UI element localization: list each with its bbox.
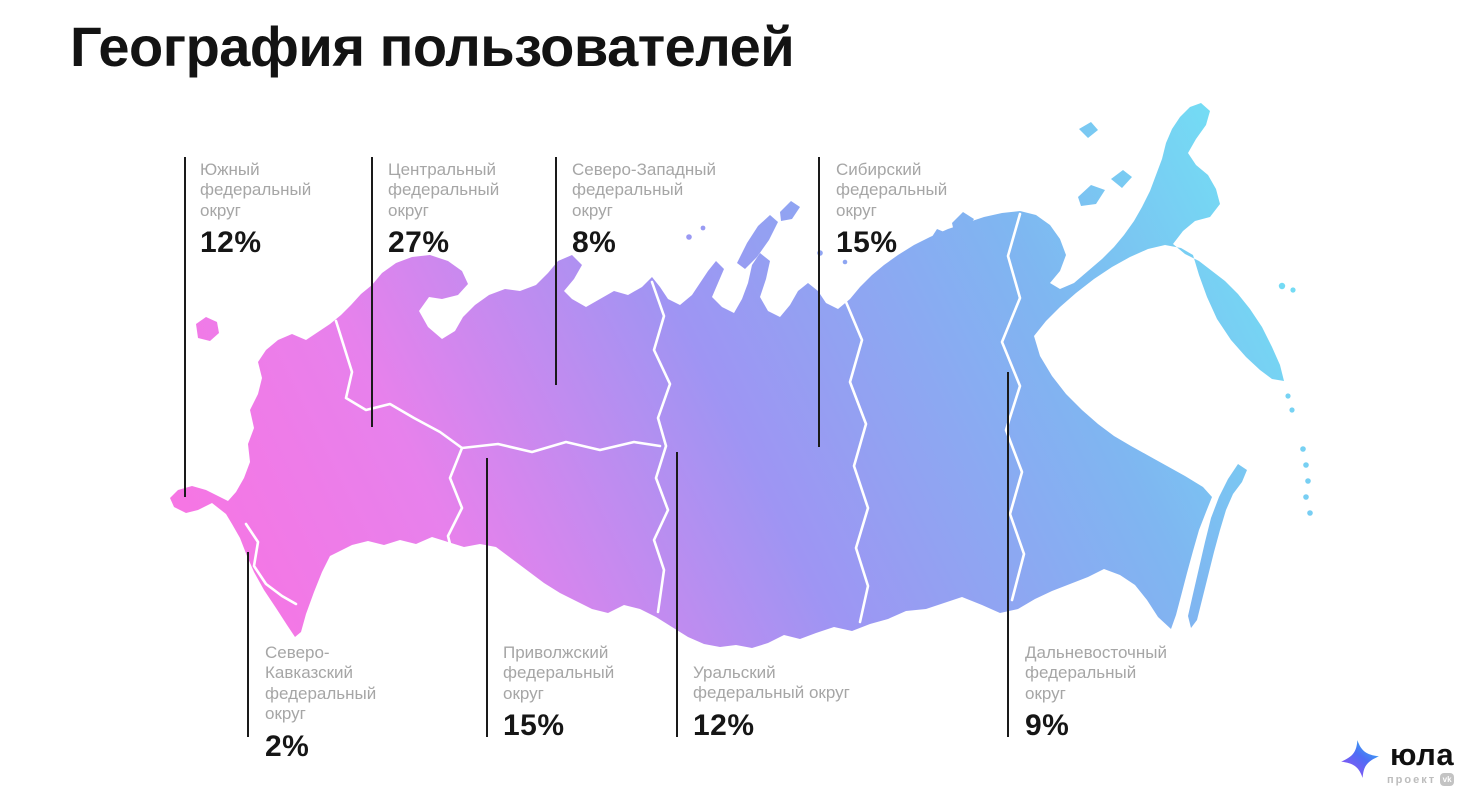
island-severnaya-zemlya-2	[952, 212, 974, 232]
district-name: Центральный федеральный округ	[388, 160, 500, 220]
district-value: 2%	[265, 729, 310, 763]
district-name: Южный федеральный округ	[200, 160, 312, 220]
island-kuril	[1289, 407, 1295, 413]
island-kaliningrad	[196, 317, 219, 341]
district-name: Приволжский федеральный округ	[503, 643, 615, 703]
district-value: 15%	[836, 226, 898, 260]
island-arctic-speckle	[842, 259, 848, 265]
district-label-central: Центральный федеральный округ 27%	[388, 160, 536, 260]
island-arctic-speckle	[909, 259, 915, 265]
district-label-sibirsky: Сибирский федеральный округ 15%	[836, 160, 984, 260]
map-landmass	[170, 103, 1313, 648]
district-label-severo-zapadny: Северо-Западный федеральный округ 8%	[572, 160, 722, 260]
district-value: 12%	[200, 226, 262, 260]
border-northwest-central	[334, 319, 464, 450]
district-value: 12%	[693, 708, 755, 742]
island-new-siberian	[1078, 185, 1105, 206]
yula-logo: юла проект vk	[1340, 737, 1455, 786]
island-kuril	[1303, 462, 1309, 468]
district-value: 27%	[388, 226, 450, 260]
island-novaya-zemlya	[737, 215, 778, 269]
island-novaya-zemlya-north	[780, 201, 800, 221]
district-label-uralsky: Уральский федеральный округ 12%	[693, 663, 865, 743]
russia-mainland	[170, 103, 1284, 648]
island-commander-2	[1290, 287, 1296, 293]
island-wrangel	[1079, 122, 1098, 138]
district-label-privolzhsky: Приволжский федеральный округ 15%	[503, 643, 643, 743]
island-kuril	[1305, 478, 1311, 484]
page-title: География пользователей	[70, 15, 795, 78]
district-label-severo-kavkazsky: Северо-Кавказский федеральный округ 2%	[265, 643, 417, 764]
district-borders	[244, 212, 1026, 624]
border-northwest-volga	[460, 440, 662, 454]
island-kuril	[1307, 510, 1313, 516]
district-label-dalnevostochny: Дальневосточный федеральный округ 9%	[1025, 643, 1173, 743]
logo-subtitle: проект	[1387, 773, 1437, 786]
district-name: Северо-Кавказский федеральный округ	[265, 643, 377, 724]
island-arctic-speckle	[700, 225, 706, 231]
district-value: 8%	[572, 226, 617, 260]
island-severnaya-zemlya	[928, 229, 949, 252]
district-value: 15%	[503, 709, 565, 743]
border-south-caucasus	[244, 522, 298, 606]
leader-lines	[184, 157, 1009, 737]
border-ural-siberia	[844, 300, 870, 624]
vk-badge-icon: vk	[1440, 773, 1455, 786]
yula-star-icon	[1341, 740, 1379, 778]
island-arctic-speckle	[686, 234, 692, 240]
logo-brand: юла	[1389, 737, 1455, 772]
island-new-siberian-2	[1111, 170, 1132, 188]
district-name: Дальневосточный федеральный округ	[1025, 643, 1168, 703]
island-sakhalin	[1188, 464, 1247, 628]
logo-text: юла проект vk	[1387, 737, 1455, 786]
island-kuril	[1285, 393, 1291, 399]
district-name: Сибирский федеральный округ	[836, 160, 948, 220]
logo-subtitle-row: проект vk	[1387, 773, 1455, 786]
border-central-volga	[446, 446, 464, 554]
island-commander	[1278, 282, 1286, 290]
island-severnaya-zemlya-3	[936, 256, 953, 270]
island-kuril	[1300, 446, 1306, 452]
district-value: 9%	[1025, 709, 1070, 743]
island-kuril	[1303, 494, 1309, 500]
district-name: Уральский федеральный округ	[693, 663, 850, 703]
district-name: Северо-Западный федеральный округ	[572, 160, 717, 220]
border-siberia-fareast	[1000, 212, 1026, 602]
border-volga-ural	[650, 280, 672, 614]
island-arctic-speckle	[989, 237, 995, 243]
district-label-yuzhny: Южный федеральный округ 12%	[200, 160, 340, 260]
